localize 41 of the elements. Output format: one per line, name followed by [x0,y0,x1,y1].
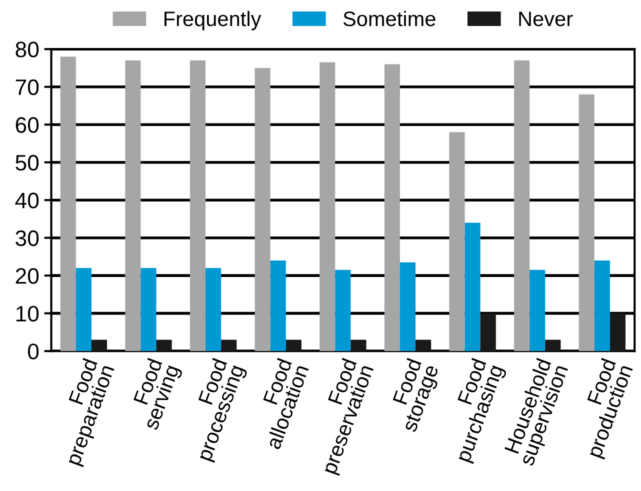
bar [400,262,416,352]
bar [530,270,546,352]
bar [610,313,626,352]
bar [449,132,465,352]
bar [206,268,222,352]
y-tick-label: 0 [28,344,39,360]
x-tick-label: Food storage [392,358,443,434]
bar [190,60,206,352]
bar [320,62,336,352]
bar [594,260,610,352]
bar [140,268,156,352]
bar [76,268,92,352]
x-tick-label: Food serving [132,358,184,432]
bar [254,68,270,352]
bar [514,60,530,352]
y-tick-label: 30 [16,230,39,246]
legend-label: Sometime [343,10,436,26]
bar [480,313,496,352]
bar [156,340,172,352]
bar [384,64,400,352]
bar [545,340,561,352]
bar [416,340,432,352]
y-tick-label: 20 [16,268,39,284]
bar [286,340,302,352]
bar [91,340,108,352]
legend-label: Never [519,12,573,26]
bar [350,340,366,352]
bar [335,270,351,352]
bar [270,260,286,352]
y-tick-label: 70 [16,79,39,96]
y-tick-label: 40 [15,192,39,208]
bar [578,94,594,352]
y-tick-label: 10 [16,306,39,322]
y-tick-label: 80 [16,42,39,58]
y-tick-label: 50 [16,154,39,171]
bar [125,60,141,352]
legend-label: Frequently [164,10,262,30]
bar [221,340,237,352]
y-tick-label: 60 [16,117,39,133]
bar [60,56,76,352]
bar [464,222,480,352]
